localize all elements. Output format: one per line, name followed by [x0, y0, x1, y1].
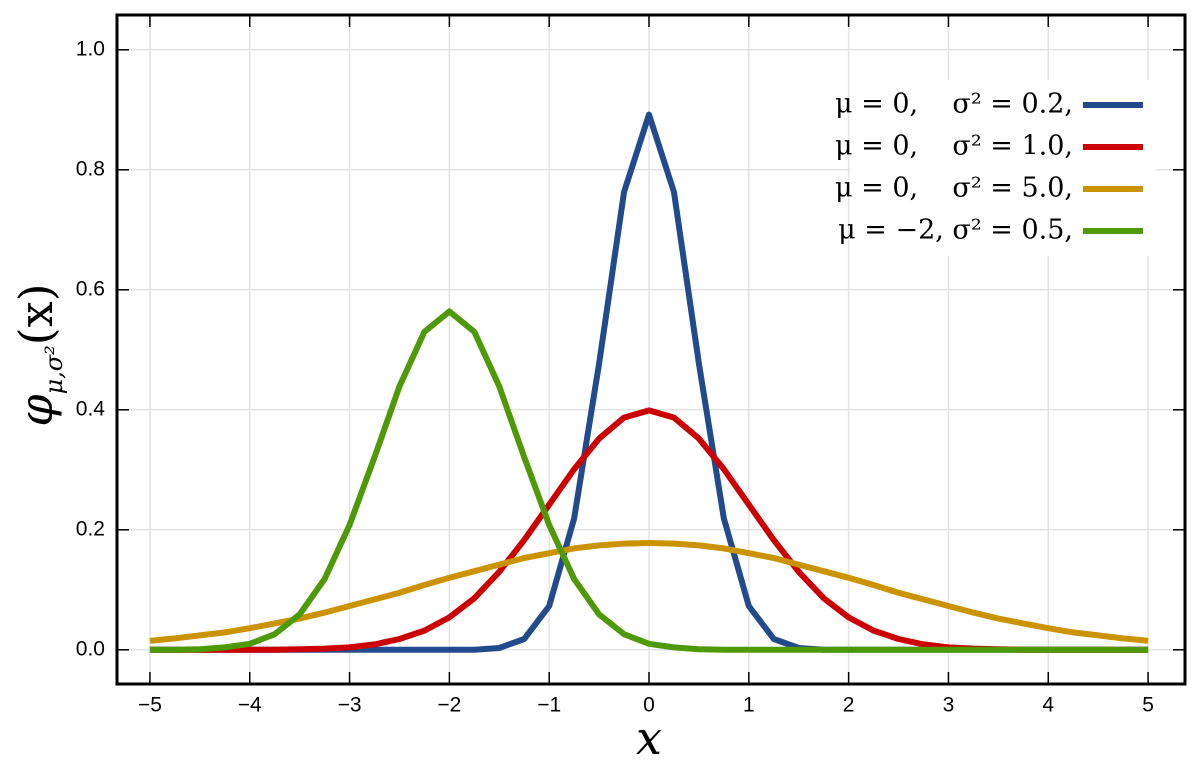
y-tick-label: 0.0: [76, 637, 105, 660]
y-label-subscript: μ,σ²: [40, 345, 68, 394]
y-tick-label: 1.0: [76, 37, 105, 60]
legend: μ = 0, σ² = 0.2, μ = 0, σ² = 1.0, μ = 0, σ…: [835, 80, 1155, 256]
x-tick-label: 5: [1142, 694, 1154, 717]
x-tick-label: −5: [138, 694, 162, 717]
x-tick-label: 0: [643, 694, 655, 717]
legend-label: μ = 0, σ² = 5.0,: [835, 173, 1073, 204]
x-tick-label: −4: [238, 694, 262, 717]
axes: −5 −4 −3 −2 −1 0 1 2 3 4 5 0.0 0.2 0.4 0.6 0.8 1.0: [76, 13, 1187, 717]
legend-label: μ = 0, σ² = 1.0,: [835, 131, 1073, 162]
plot-lines: [149, 111, 1149, 653]
x-axis-label: x: [636, 711, 662, 765]
series-line: [149, 540, 1149, 644]
x-tick-label: −1: [537, 694, 561, 717]
x-tick-label: −2: [437, 694, 461, 717]
y-label-symbol: φ: [9, 394, 63, 427]
legend-label: μ = −2, σ² = 0.5,: [838, 215, 1073, 246]
y-tick-label: 0.2: [76, 517, 105, 540]
legend-label: μ = 0, σ² = 0.2,: [835, 89, 1073, 120]
series-line: [149, 308, 1149, 653]
x-tick-label: 2: [843, 694, 855, 717]
plot-frame: [115, 13, 1187, 686]
y-axis-label: φμ,σ²(x): [9, 283, 68, 426]
y-tick-label: 0.4: [76, 397, 106, 420]
y-tick-label: 0.6: [76, 277, 105, 300]
legend-background: [850, 80, 1155, 256]
x-tick-label: 1: [743, 694, 755, 717]
y-tick-label: 0.8: [76, 157, 105, 180]
x-tick-label: −3: [338, 694, 362, 717]
y-label-argument: (x): [9, 283, 63, 345]
x-tick-label: 4: [1042, 694, 1054, 717]
x-tick-label: 3: [943, 694, 955, 717]
